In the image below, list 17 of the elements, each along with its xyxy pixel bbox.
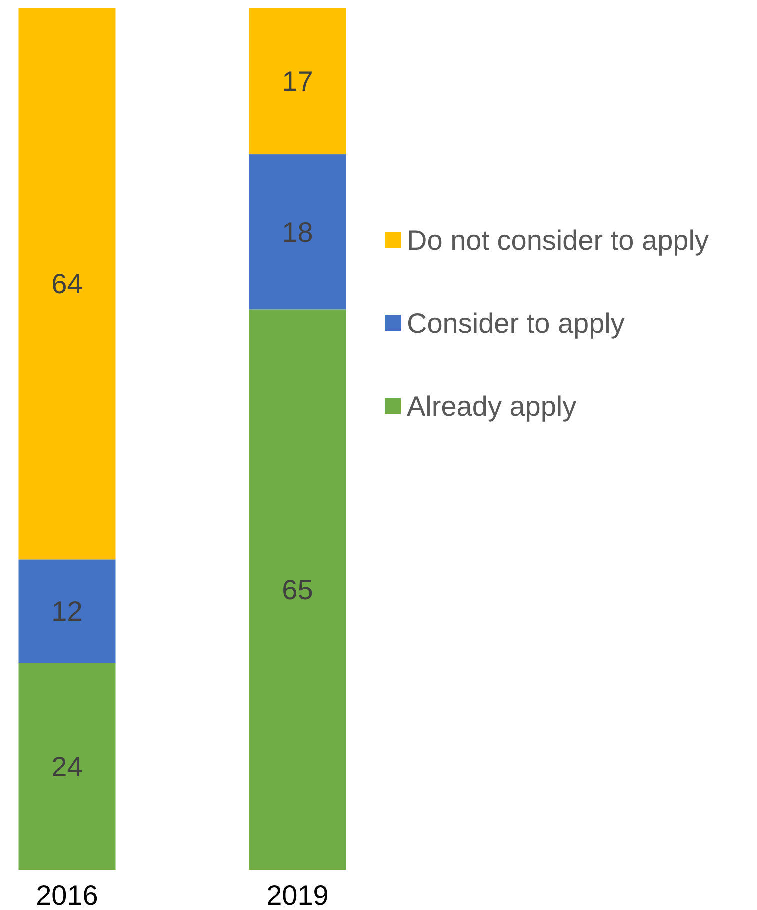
- bar: [249, 154, 346, 310]
- bar: [18, 8, 116, 560]
- data-label: 12: [52, 596, 83, 628]
- legend-label: Already apply: [407, 390, 577, 422]
- data-label: 18: [282, 216, 314, 248]
- data-label: 17: [282, 66, 314, 98]
- x-tick-label: 2019: [266, 880, 329, 910]
- x-tick-label: 2016: [36, 880, 98, 910]
- bar: [18, 663, 116, 870]
- bar: [249, 8, 346, 155]
- data-label: 65: [282, 574, 314, 606]
- bar: [249, 310, 346, 870]
- data-label: 64: [52, 268, 83, 300]
- legend-label: Consider to apply: [407, 308, 625, 339]
- data-label: 24: [52, 751, 83, 782]
- bar: [18, 560, 116, 664]
- legend-label: Do not consider to apply: [407, 224, 709, 256]
